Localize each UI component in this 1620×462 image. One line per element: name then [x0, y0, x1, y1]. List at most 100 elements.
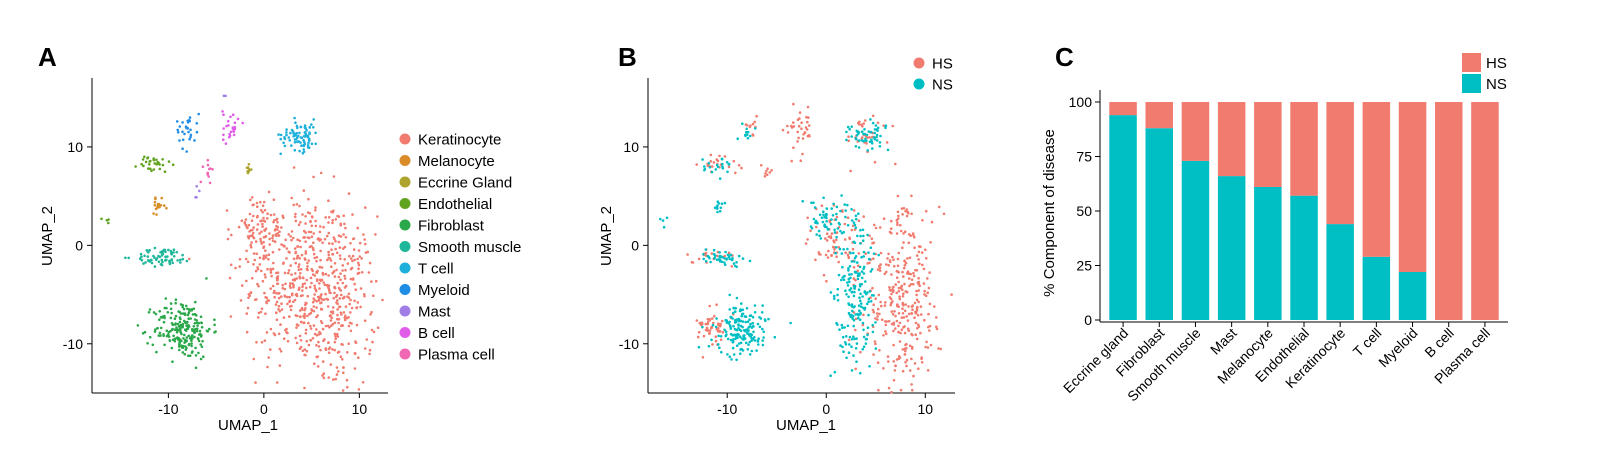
scatter-point [331, 221, 334, 225]
scatter-point [134, 165, 137, 168]
scatter-point [880, 318, 884, 322]
scatter-point [847, 338, 851, 342]
scatter-point [315, 300, 319, 303]
scatter-point [239, 299, 243, 302]
scatter-point [835, 255, 838, 258]
scatter-point [271, 239, 275, 242]
scatter-point [266, 365, 269, 369]
scatter-point [862, 132, 865, 136]
scatter-point [334, 240, 337, 243]
scatter-point [884, 323, 888, 327]
legend-swatch [399, 241, 411, 252]
scatter-point [905, 347, 908, 350]
scatter-point [792, 121, 795, 124]
scatter-point [140, 258, 144, 262]
scatter-point [229, 130, 233, 134]
scatter-point [293, 215, 297, 219]
bars-group [1109, 102, 1499, 320]
scatter-point [199, 343, 202, 346]
scatter-point [299, 125, 303, 129]
scatter-point [293, 138, 297, 141]
scatter-point [852, 277, 856, 280]
scatter-point [335, 294, 339, 297]
scatter-point [284, 238, 288, 242]
legend-swatch [399, 219, 411, 231]
scatter-point [262, 257, 265, 261]
scatter-point [891, 286, 895, 289]
scatter-point [179, 323, 183, 327]
scatter-point [264, 249, 267, 252]
scatter-point [935, 327, 939, 331]
scatter-point [331, 322, 335, 326]
scatter-point [878, 349, 881, 352]
scatter-point [852, 209, 856, 212]
scatter-point [287, 233, 291, 236]
scatter-point [735, 335, 738, 338]
scatter-point [829, 235, 832, 238]
scatter-point [336, 281, 340, 285]
scatter-point [189, 135, 192, 139]
scatter-point [837, 260, 840, 264]
legend-swatch [913, 57, 925, 69]
scatter-point [923, 293, 926, 296]
scatter-point [260, 242, 264, 245]
scatter-point [825, 225, 828, 229]
scatter-point [902, 326, 905, 329]
scatter-point [158, 331, 162, 335]
scatter-point [866, 233, 869, 237]
scatter-point [294, 272, 297, 275]
scatter-point [860, 130, 864, 133]
bar-segment [1290, 102, 1318, 196]
scatter-point [332, 209, 335, 213]
scatter-point [276, 221, 279, 224]
scatter-point [792, 146, 795, 149]
scatter-point [298, 131, 301, 135]
scatter-point [269, 213, 273, 217]
scatter-point [751, 315, 755, 319]
scatter-point [861, 295, 864, 298]
scatter-point [863, 139, 866, 143]
scatter-point [363, 238, 367, 241]
scatter-point [327, 199, 330, 202]
scatter-point [858, 120, 861, 124]
scatter-point [866, 149, 869, 152]
scatter-point [890, 292, 893, 296]
scatter-point [167, 160, 171, 163]
scatter-point [897, 355, 901, 358]
scatter-point [665, 216, 669, 220]
legend-label: B cell [418, 325, 455, 342]
scatter-point [273, 240, 277, 243]
scatter-point [342, 233, 345, 236]
scatter-point [758, 325, 762, 329]
scatter-point [231, 113, 235, 116]
scatter-point [894, 162, 897, 166]
bar-segment [1326, 102, 1354, 225]
scatter-point [262, 254, 266, 258]
scatter-point [844, 215, 847, 219]
scatter-point [234, 266, 237, 270]
scatter-point [910, 212, 913, 216]
scatter-point [854, 328, 857, 332]
scatter-point [370, 328, 374, 332]
scatter-point [326, 258, 329, 262]
scatter-point [803, 131, 807, 135]
scatter-point [720, 260, 724, 264]
scatter-point [181, 130, 184, 134]
scatter-point [868, 234, 871, 238]
scatter-point [857, 219, 861, 222]
scatter-point [184, 339, 187, 343]
scatter-point [753, 311, 757, 314]
scatter-point [346, 262, 350, 265]
scatter-point [170, 322, 174, 325]
scatter-point [271, 284, 275, 288]
scatter-point [790, 126, 794, 129]
scatter-point [299, 141, 302, 144]
scatter-point [299, 221, 302, 224]
scatter-point [860, 123, 863, 126]
scatter-point [344, 236, 348, 239]
scatter-point [368, 352, 371, 356]
scatter-point [766, 167, 769, 170]
scatter-point [899, 388, 903, 392]
scatter-point [265, 254, 268, 257]
scatter-point [303, 316, 306, 320]
